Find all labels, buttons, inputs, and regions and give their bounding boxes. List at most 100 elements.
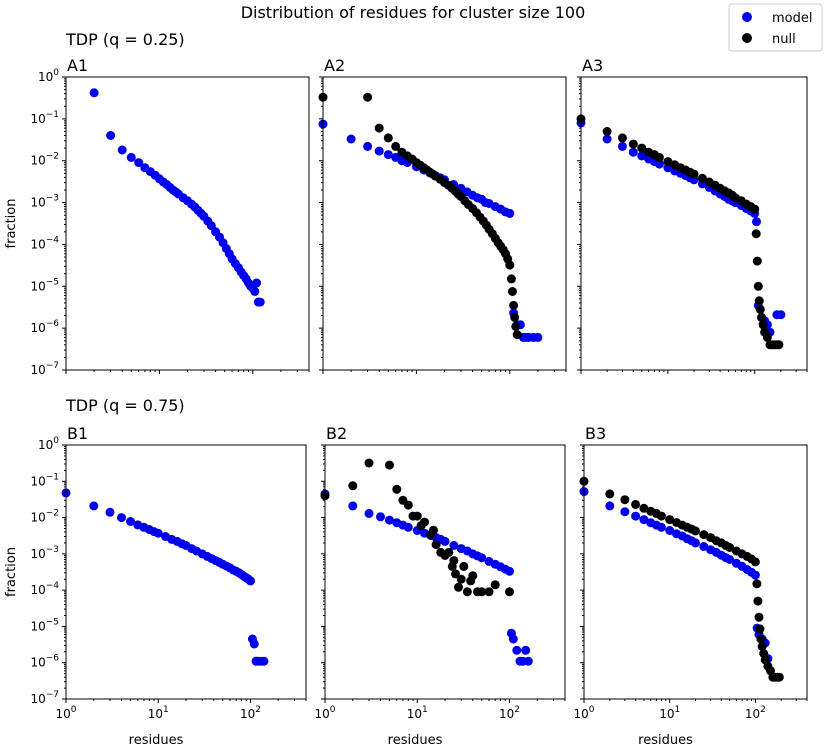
x-tick-label: 101 — [148, 705, 169, 721]
point-model — [523, 656, 533, 666]
point-null — [752, 579, 762, 589]
panel-a1: A1 100 10−1 10−2 10−3 10−4 10−5 10−6 10−7 fractio… — [4, 56, 310, 377]
x-tick-label: 102 — [240, 705, 261, 721]
point-null — [774, 672, 784, 682]
x-tick-label: 100 — [573, 705, 594, 721]
point-model — [374, 146, 384, 156]
y-tick-label: 100 — [38, 68, 59, 84]
y-tick-label: 10−7 — [30, 361, 59, 377]
point-model — [512, 645, 522, 655]
plot-area — [581, 77, 807, 370]
point-null — [663, 157, 673, 167]
point-model — [521, 645, 531, 655]
point-null — [656, 511, 666, 521]
point-model — [89, 88, 99, 98]
point-null — [754, 296, 764, 306]
y-tick-label: 10−3 — [30, 545, 59, 561]
point-model — [105, 507, 115, 517]
point-model — [252, 278, 262, 288]
panel-title: A3 — [582, 56, 603, 75]
x-tick-label: 102 — [499, 705, 520, 721]
y-tick-label: 10−3 — [30, 194, 59, 210]
point-null — [468, 571, 478, 581]
plot-area — [66, 77, 309, 370]
panel-b3: B3 100 101 102 residues — [573, 424, 808, 748]
point-model — [699, 542, 709, 551]
point-null — [751, 229, 761, 239]
point-null — [757, 313, 767, 322]
point-model — [637, 151, 647, 161]
y-tick-label: 10−1 — [30, 110, 59, 126]
point-null — [699, 530, 709, 540]
point-model — [508, 634, 518, 644]
panel-title: A1 — [67, 56, 88, 75]
plot-area — [325, 445, 565, 699]
x-axis-label: residues — [638, 733, 693, 748]
point-null — [639, 503, 649, 513]
point-model — [246, 576, 255, 586]
y-tick-label: 10−6 — [30, 319, 59, 335]
point-model — [89, 501, 99, 511]
x-axis-label: residues — [388, 733, 443, 748]
point-null — [602, 127, 612, 136]
y-tick-label: 10−5 — [30, 277, 59, 293]
figure-title: Distribution of residues for cluster siz… — [241, 3, 586, 22]
plot-area — [584, 445, 807, 699]
point-null — [750, 557, 760, 567]
plot-area — [66, 445, 306, 699]
point-null — [508, 287, 517, 296]
point-model — [776, 310, 786, 320]
panel-title: B3 — [585, 424, 606, 443]
point-null — [364, 458, 374, 468]
legend: model null — [728, 3, 823, 52]
point-model — [363, 141, 373, 151]
point-null — [752, 256, 762, 266]
point-model — [505, 566, 514, 576]
point-null — [429, 525, 438, 535]
point-model — [126, 152, 136, 162]
panel-title: B2 — [326, 424, 347, 443]
point-model — [255, 297, 265, 307]
point-null — [363, 92, 373, 102]
x-tick-label: 100 — [55, 705, 76, 721]
point-model — [134, 158, 144, 168]
legend-null-label: null — [772, 32, 796, 47]
point-model — [631, 511, 641, 521]
point-model — [477, 553, 487, 563]
point-null — [691, 526, 700, 536]
point-null — [689, 169, 699, 179]
x-tick-label: 102 — [745, 705, 766, 721]
point-model — [654, 159, 664, 169]
panel-b1: B1 100 101 102 100 10−1 10−2 10−3 10−4 10−5 10−6 10… — [4, 424, 307, 748]
point-null — [620, 495, 630, 505]
point-null — [511, 321, 521, 331]
point-model — [505, 208, 515, 218]
y-tick-label: 10−2 — [30, 152, 59, 168]
legend-model-label: model — [772, 11, 812, 26]
point-null — [456, 574, 466, 584]
panels: A1 100 10−1 10−2 10−3 10−4 10−5 10−6 10−7 fractio… — [4, 56, 808, 748]
point-null — [637, 143, 647, 153]
point-model — [617, 141, 627, 151]
point-null — [753, 281, 763, 291]
point-null — [750, 204, 760, 214]
point-null — [412, 511, 422, 521]
point-null — [459, 561, 469, 571]
point-model — [126, 517, 135, 526]
point-null — [391, 141, 401, 151]
point-null — [605, 489, 615, 499]
data-points — [61, 488, 269, 666]
point-model — [620, 507, 630, 517]
point-null — [697, 173, 707, 183]
point-null — [725, 543, 735, 552]
point-model — [117, 145, 127, 155]
point-model — [346, 134, 356, 144]
point-model — [752, 217, 761, 227]
point-null — [451, 569, 460, 579]
point-model — [665, 526, 675, 535]
data-points — [89, 88, 265, 307]
point-null — [449, 556, 459, 566]
data-points — [320, 458, 533, 666]
panel-a3: A3 — [576, 56, 808, 374]
